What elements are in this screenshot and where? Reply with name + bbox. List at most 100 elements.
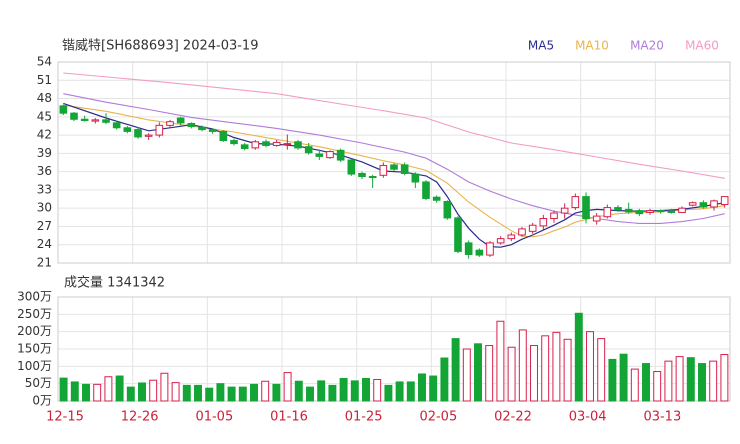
volume-frame	[57, 296, 731, 402]
volume-tick-label: 250万	[17, 307, 52, 321]
candle-up	[720, 196, 729, 206]
volume-bar-up	[518, 329, 527, 402]
candle-down	[464, 242, 473, 255]
volume-bar-up	[496, 320, 505, 402]
volume-bar-up	[507, 346, 516, 402]
volume-bar-up	[675, 356, 684, 402]
volume-bar-down	[227, 386, 236, 402]
candle-down	[699, 202, 708, 208]
candle-up	[550, 212, 558, 220]
volume-bar-up	[283, 372, 292, 402]
volume-bar-up	[373, 379, 382, 402]
volume-bar-up	[160, 372, 169, 402]
candle-up	[528, 224, 537, 232]
candle-down	[219, 130, 228, 142]
x-tick-label: 01-05	[195, 410, 233, 425]
candle-down	[475, 249, 484, 256]
volume-bar-up	[149, 379, 158, 402]
candle-down	[347, 159, 356, 175]
volume-bar-down	[608, 358, 617, 402]
volume-bar-down	[395, 381, 404, 402]
volume-bar-down	[384, 384, 393, 402]
volume-bar-down	[406, 381, 415, 402]
ma-line-ma20	[63, 93, 725, 224]
volume-bar-down	[294, 380, 303, 402]
candle-up	[507, 234, 516, 240]
price-tick-label: 45	[37, 109, 52, 123]
volume-bar-down	[619, 353, 628, 402]
candle-down	[262, 141, 270, 146]
volume-bar-down	[339, 377, 348, 402]
candle-up	[272, 141, 281, 146]
volume-bar-up	[709, 360, 718, 402]
volume-bar-down	[115, 375, 124, 402]
candle-down	[422, 181, 430, 199]
volume-bar-down	[362, 377, 370, 402]
volume-bar-up	[104, 376, 113, 402]
volume-bar-down	[418, 373, 426, 402]
volume-bar-down	[317, 380, 326, 402]
x-tick-label: 02-22	[494, 410, 532, 425]
candle-down	[443, 200, 452, 219]
candle-up	[603, 207, 612, 218]
candle-up	[688, 202, 697, 206]
volume-bar-up	[93, 383, 102, 402]
candle-down	[336, 149, 345, 161]
volume-bar-up	[485, 345, 494, 402]
candle-down	[432, 196, 441, 201]
candle-up	[379, 165, 388, 176]
candle-up	[560, 207, 569, 214]
candle-up	[646, 210, 654, 213]
price-tick-label: 30	[37, 201, 52, 215]
candle-up	[710, 200, 718, 208]
candle-down	[635, 210, 644, 215]
legend-ma5: MA5	[528, 39, 554, 53]
candle-down	[230, 140, 238, 145]
volume-bar-down	[238, 386, 247, 402]
volume-bar-up	[630, 368, 639, 402]
volume-bar-down	[686, 357, 695, 402]
candle-up	[166, 121, 174, 126]
volume-bar-up	[563, 338, 572, 402]
candle-down	[70, 112, 78, 120]
price-tick-label: 54	[37, 55, 52, 69]
candle-down	[294, 141, 302, 149]
candle-down	[198, 126, 206, 131]
ma-line-ma60	[63, 72, 725, 179]
candle-down	[304, 146, 313, 154]
volume-bar-up	[586, 331, 594, 402]
candle-up	[678, 207, 686, 213]
candle-down	[315, 153, 324, 157]
volume-tick-label: 300万	[17, 290, 52, 304]
legend-ma60: MA60	[685, 39, 719, 53]
candle-down	[176, 117, 185, 124]
price-tick-label: 21	[37, 256, 52, 270]
volume-tick-label: 0万	[32, 394, 52, 408]
candle-down	[390, 164, 398, 170]
volume-tick-label: 150万	[17, 342, 52, 356]
candle-down	[667, 210, 676, 213]
volume-bar-up	[664, 360, 673, 402]
candle-up	[571, 196, 580, 209]
volume-bar-up	[261, 380, 270, 402]
volume-bar-down	[698, 363, 706, 402]
price-tick-label: 51	[37, 73, 52, 87]
volume-bar-up	[541, 335, 550, 402]
volume-tick-label: 100万	[17, 359, 52, 373]
volume-bar-down	[306, 386, 314, 402]
price-tick-label: 39	[37, 146, 52, 160]
volume-bar-up	[462, 348, 471, 402]
candle-down	[656, 210, 665, 213]
candle-down	[624, 208, 633, 213]
candle-down	[123, 127, 132, 132]
candle-down	[454, 217, 462, 252]
chart-title: 锴威特[SH688693] 2024-03-19	[62, 39, 258, 54]
price-tick-label: 36	[37, 164, 52, 178]
price-frame	[57, 61, 731, 264]
volume-bar-down	[138, 382, 146, 402]
candle-up	[592, 215, 601, 222]
volume-bar-down	[126, 386, 135, 402]
candle-down	[102, 119, 110, 123]
price-tick-label: 42	[37, 128, 52, 142]
volume-bar-up	[597, 338, 606, 402]
